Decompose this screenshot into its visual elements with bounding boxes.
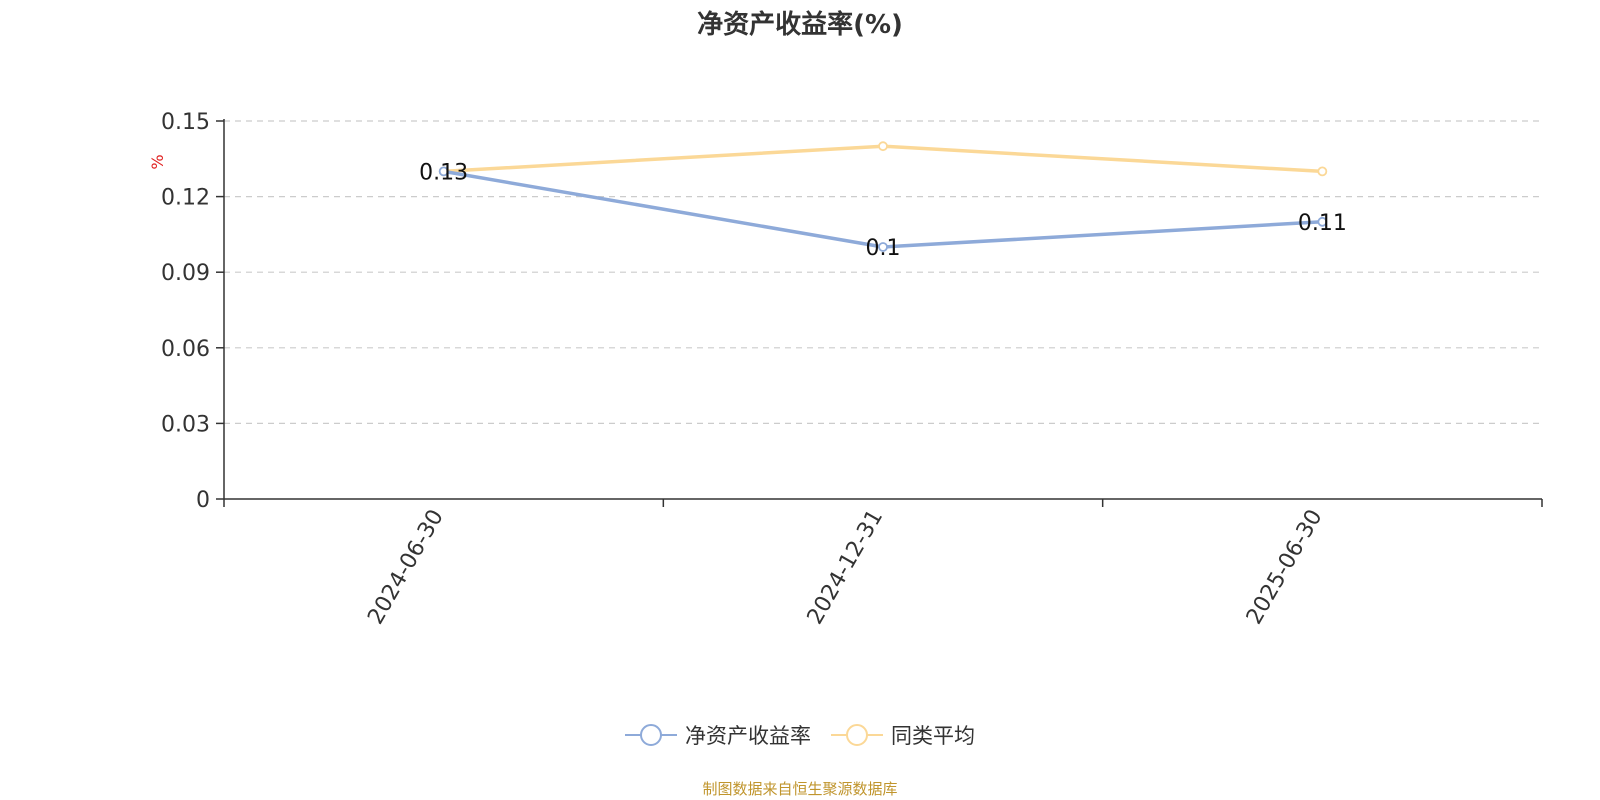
data-label: 0.1	[866, 236, 901, 261]
chart-title: 净资产收益率(%)	[697, 10, 903, 40]
legend-item-roe[interactable]: 净资产收益率	[625, 720, 811, 750]
legend: 净资产收益率 同类平均	[0, 720, 1600, 750]
data-point-0	[1317, 216, 1328, 227]
data-point-0	[438, 166, 449, 177]
x-tick-label: 2025-06-30	[1242, 506, 1328, 629]
legend-label-roe: 净资产收益率	[685, 724, 811, 748]
y-axis-unit-label: %	[148, 154, 167, 169]
legend-label-peer-average: 同类平均	[891, 724, 975, 748]
legend-swatch-roe	[625, 724, 677, 746]
data-point-0	[878, 242, 888, 252]
y-tick-label: 0.06	[161, 337, 210, 362]
legend-swatch-peer-average	[831, 724, 883, 746]
line-chart: 0 0.03 0.06 0.09 0.12 0.15 2024-06-30 2024-12-3…	[148, 110, 1543, 629]
x-tick-label: 2024-06-30	[363, 505, 449, 628]
legend-item-peer-average[interactable]: 同类平均	[831, 720, 975, 750]
y-tick-label: 0.09	[161, 261, 210, 286]
data-label: 0.11	[1298, 211, 1347, 236]
y-tick-label: 0.12	[161, 186, 210, 211]
data-label: 0.13	[419, 160, 468, 185]
y-tick-label: 0.03	[161, 412, 210, 437]
y-tick-label: 0.15	[161, 110, 210, 135]
data-point-1	[1317, 166, 1328, 177]
y-tick-label: 0	[196, 488, 210, 513]
x-tick-label: 2024-12-31	[803, 506, 889, 629]
data-point-1	[878, 141, 888, 152]
source-note: 制图数据来自恒生聚源数据库	[702, 780, 898, 798]
